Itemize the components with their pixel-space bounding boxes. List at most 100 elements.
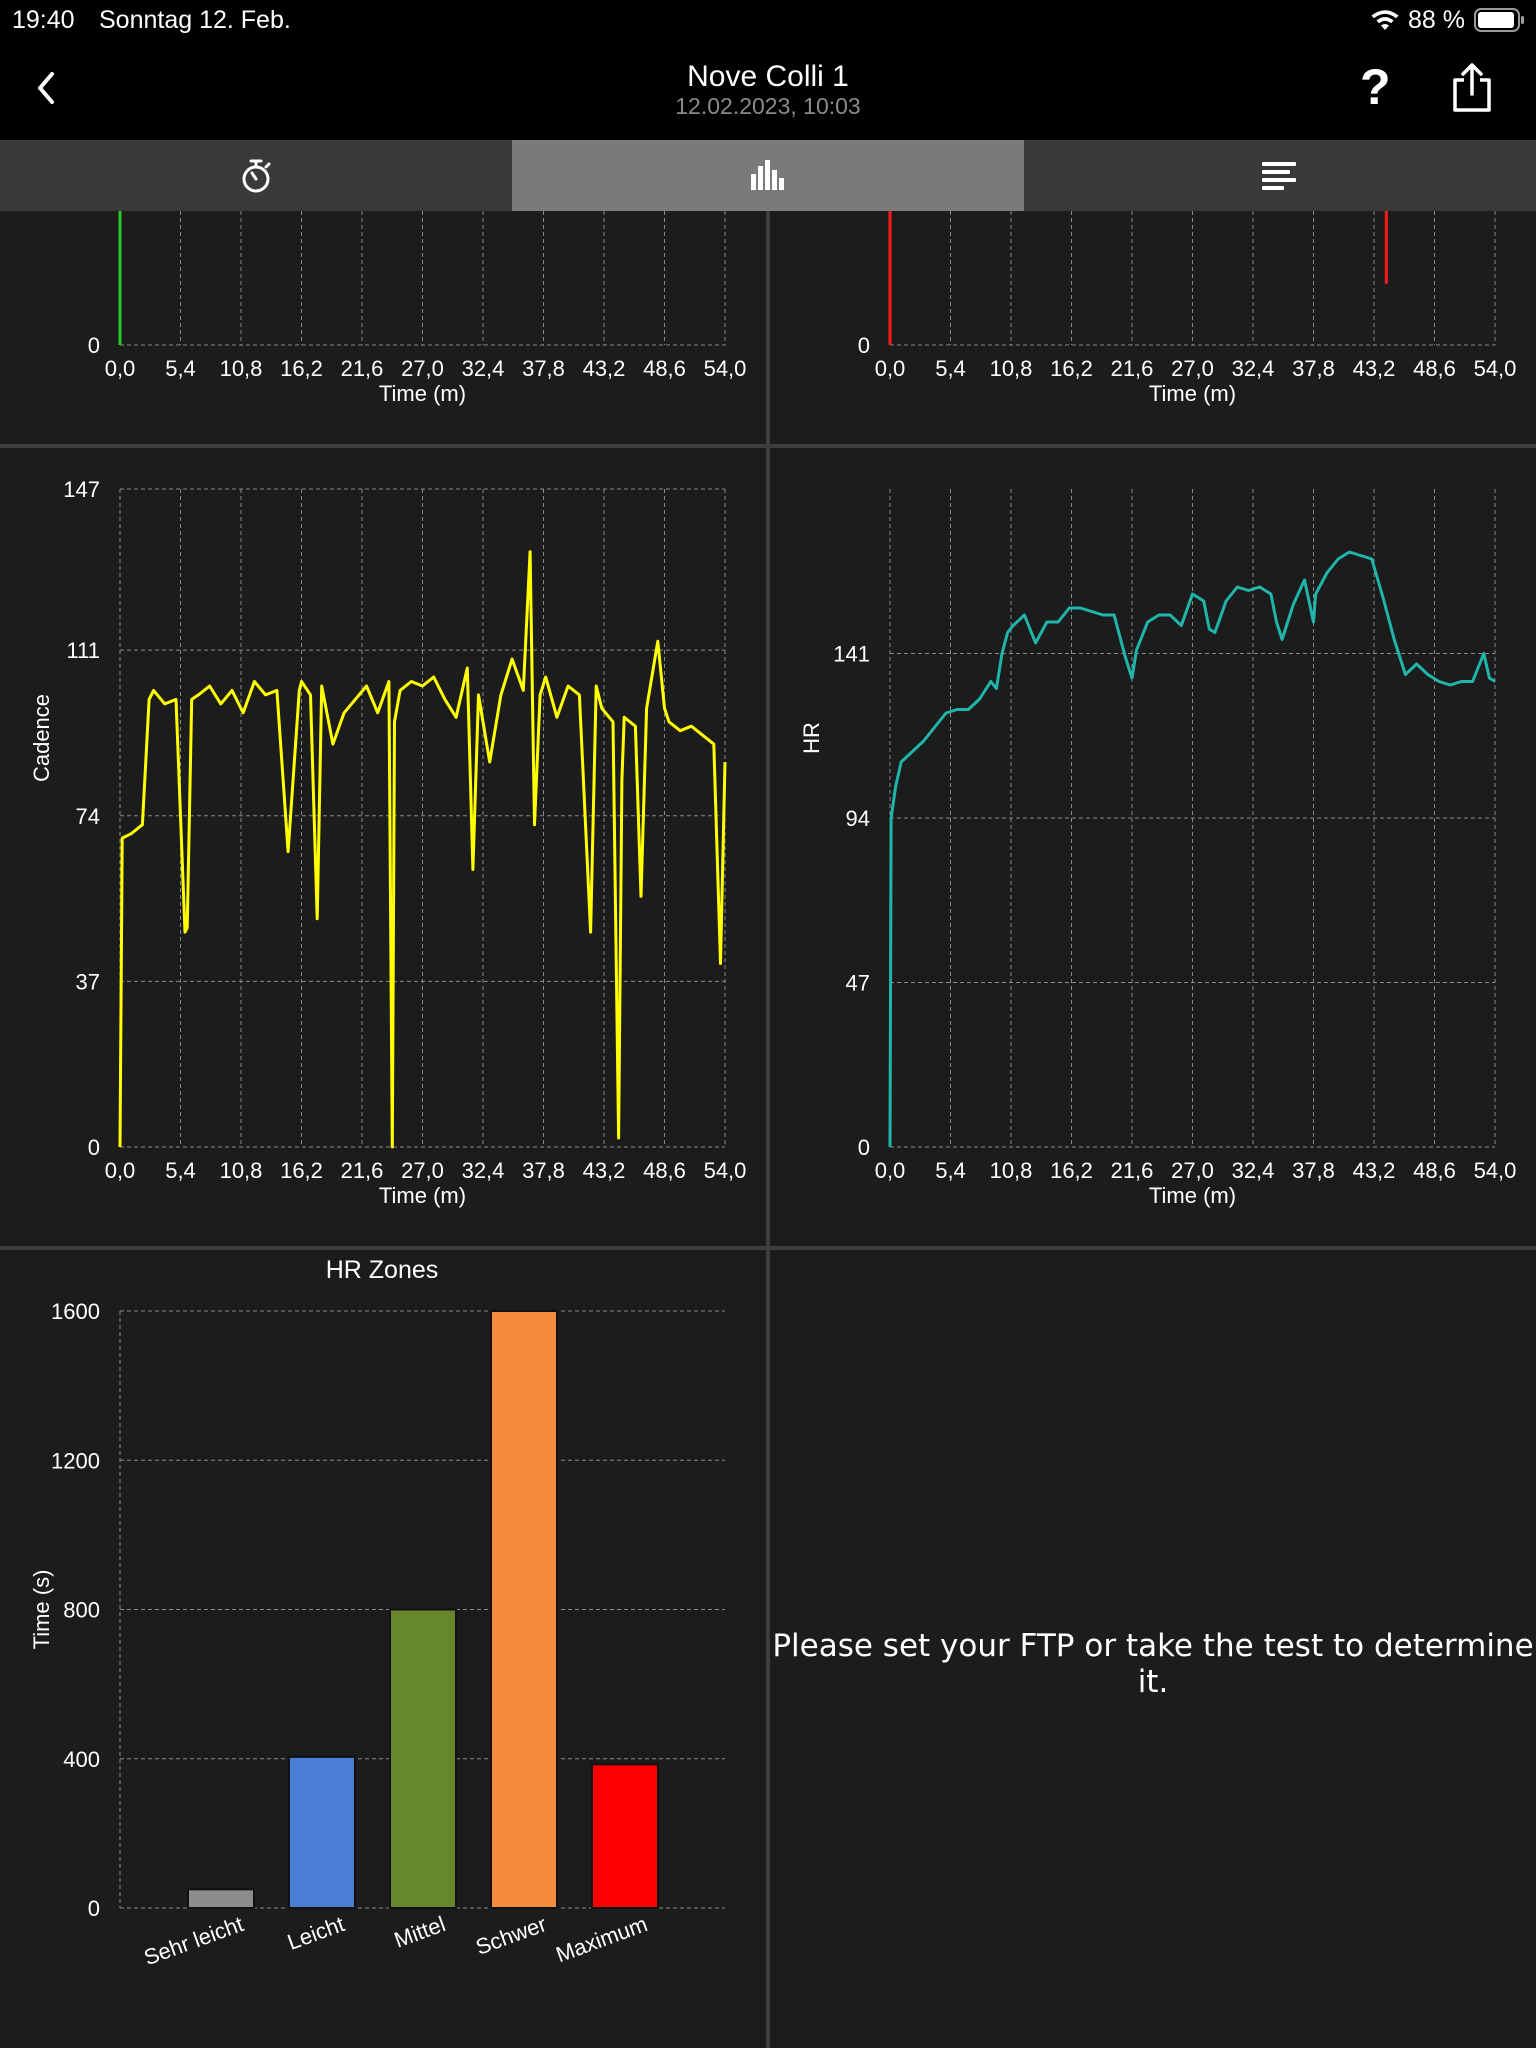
list-icon bbox=[1262, 162, 1296, 190]
status-date: Sonntag 12. Feb. bbox=[99, 6, 291, 34]
x-tick-label: 10,8 bbox=[220, 1158, 263, 1183]
y-tick-label: 0 bbox=[858, 1135, 870, 1160]
x-tick-label: 10,8 bbox=[990, 356, 1033, 381]
x-tick-label: 21,6 bbox=[1111, 356, 1154, 381]
x-tick-label: 32,4 bbox=[462, 1158, 505, 1183]
y-tick-label: 1600 bbox=[51, 1299, 100, 1324]
chart-top-right: 0,0 5,4 10,8 16,2 21,6 27,0 32,4 37,8 43,2 48,6 54… bbox=[858, 211, 1517, 406]
chart-cadence: 0,0 5,4 10,8 16,2 21,6 27,0 32,4 37,8 43,2 48,6 54… bbox=[29, 477, 747, 1208]
x-tick-label: 5,4 bbox=[165, 1158, 196, 1183]
x-tick-label: 0,0 bbox=[875, 356, 906, 381]
x-tick-label: 32,4 bbox=[462, 356, 505, 381]
y-tick-label: 0 bbox=[88, 1135, 100, 1160]
x-tick-label: 0,0 bbox=[105, 356, 136, 381]
x-tick-label: 21,6 bbox=[341, 356, 384, 381]
bar-maximum bbox=[591, 1763, 659, 1909]
x-tick-label: 43,2 bbox=[583, 1158, 626, 1183]
nav-bar: Nove Colli 1 12.02.2023, 10:03 ? bbox=[0, 40, 1536, 140]
x-tick-label: 37,8 bbox=[1292, 1158, 1335, 1183]
x-tick-label: 16,2 bbox=[1050, 1158, 1093, 1183]
stopwatch-icon bbox=[242, 159, 271, 193]
x-tick-label: 27,0 bbox=[401, 1158, 444, 1183]
page-title: Nove Colli 1 bbox=[687, 60, 849, 93]
category-label: Maximum bbox=[553, 1911, 651, 1967]
x-tick-label: 27,0 bbox=[401, 356, 444, 381]
tab-stopwatch[interactable] bbox=[0, 140, 512, 211]
x-tick-label: 32,4 bbox=[1232, 1158, 1275, 1183]
x-tick-label: 37,8 bbox=[1292, 356, 1335, 381]
x-tick-label: 48,6 bbox=[1413, 356, 1456, 381]
status-bar: 19:40 Sonntag 12. Feb. 88 % bbox=[0, 0, 1536, 40]
x-tick-label: 16,2 bbox=[1050, 356, 1093, 381]
x-tick-label: 54,0 bbox=[1474, 1158, 1517, 1183]
chart-hr-zones: HR Zones 0 400 800 1200 1600 Time (s) Sehr leic… bbox=[29, 1256, 725, 1970]
category-label: Mittel bbox=[391, 1911, 449, 1952]
x-tick-label: 32,4 bbox=[1232, 356, 1275, 381]
battery-percent: 88 % bbox=[1408, 6, 1465, 34]
tab-charts[interactable] bbox=[512, 140, 1024, 211]
x-tick-label: 54,0 bbox=[1474, 356, 1517, 381]
category-label: Sehr leicht bbox=[140, 1911, 246, 1970]
y-tick-label: 0 bbox=[858, 333, 870, 358]
panel-divider-top bbox=[0, 444, 1536, 448]
share-icon[interactable] bbox=[1450, 62, 1494, 114]
x-tick-label: 48,6 bbox=[643, 1158, 686, 1183]
page-subtitle: 12.02.2023, 10:03 bbox=[675, 93, 861, 119]
y-tick-label: 147 bbox=[63, 477, 100, 502]
x-tick-label: 54,0 bbox=[704, 1158, 747, 1183]
x-axis-label: Time (m) bbox=[1149, 381, 1236, 406]
x-tick-label: 37,8 bbox=[522, 1158, 565, 1183]
tab-bar bbox=[0, 140, 1536, 211]
y-tick-label: 400 bbox=[63, 1747, 100, 1772]
x-tick-label: 10,8 bbox=[990, 1158, 1033, 1183]
panel-divider-vertical bbox=[766, 211, 770, 2048]
x-tick-label: 54,0 bbox=[704, 356, 747, 381]
y-tick-label: 111 bbox=[67, 638, 100, 663]
x-tick-label: 16,2 bbox=[280, 356, 323, 381]
x-tick-label: 10,8 bbox=[220, 356, 263, 381]
y-tick-label: 0 bbox=[88, 1896, 100, 1921]
bar-chart-icon bbox=[751, 160, 784, 190]
series-line-hr bbox=[888, 550, 1496, 1148]
y-tick-label: 94 bbox=[846, 806, 870, 831]
x-tick-label: 5,4 bbox=[935, 1158, 966, 1183]
category-label: Leicht bbox=[284, 1911, 348, 1955]
tab-list[interactable] bbox=[1024, 140, 1536, 211]
x-tick-label: 43,2 bbox=[583, 356, 626, 381]
ftp-message: Please set your FTP or take the test to … bbox=[772, 1628, 1534, 1700]
x-tick-label: 43,2 bbox=[1353, 1158, 1396, 1183]
x-tick-label: 5,4 bbox=[935, 356, 966, 381]
x-tick-label: 48,6 bbox=[1413, 1158, 1456, 1183]
x-tick-label: 0,0 bbox=[105, 1158, 136, 1183]
y-tick-label: 0 bbox=[88, 333, 100, 358]
x-tick-label: 21,6 bbox=[341, 1158, 384, 1183]
bar-sehr-leicht bbox=[187, 1888, 255, 1909]
y-tick-label: 141 bbox=[833, 642, 870, 667]
y-axis-label: Time (s) bbox=[29, 1570, 54, 1650]
x-axis-label: Time (m) bbox=[1149, 1183, 1236, 1208]
y-tick-label: 37 bbox=[76, 969, 100, 994]
x-tick-label: 27,0 bbox=[1171, 356, 1214, 381]
x-axis-label: Time (m) bbox=[379, 1183, 466, 1208]
x-tick-label: 0,0 bbox=[875, 1158, 906, 1183]
bar-mittel bbox=[389, 1608, 457, 1909]
y-tick-label: 47 bbox=[846, 971, 870, 996]
bar-leicht bbox=[288, 1755, 356, 1909]
status-time: 19:40 bbox=[12, 6, 75, 34]
chart-hr: 0,0 5,4 10,8 16,2 21,6 27,0 32,4 37,8 43,2 48,6 54… bbox=[799, 489, 1517, 1208]
y-axis-label: Cadence bbox=[29, 694, 54, 782]
help-button[interactable]: ? bbox=[1360, 59, 1391, 115]
x-tick-label: 16,2 bbox=[280, 1158, 323, 1183]
x-axis-label: Time (m) bbox=[379, 381, 466, 406]
y-axis-label: HR bbox=[799, 722, 824, 754]
chevron-left-icon[interactable] bbox=[34, 70, 58, 106]
battery-icon bbox=[1474, 8, 1524, 32]
y-tick-label: 74 bbox=[76, 804, 100, 829]
panel-divider-middle bbox=[0, 1246, 1536, 1250]
bar-schwer bbox=[490, 1310, 558, 1909]
x-tick-label: 5,4 bbox=[165, 356, 196, 381]
chart-title: HR Zones bbox=[326, 1256, 439, 1284]
y-tick-label: 1200 bbox=[51, 1448, 100, 1473]
x-tick-label: 27,0 bbox=[1171, 1158, 1214, 1183]
category-label: Schwer bbox=[472, 1911, 549, 1960]
